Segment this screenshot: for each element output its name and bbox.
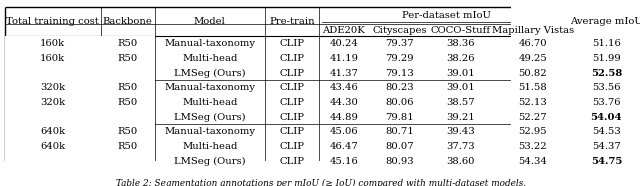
Text: R50: R50 (118, 54, 138, 63)
Text: 39.21: 39.21 (446, 113, 475, 122)
Text: Multi-head: Multi-head (182, 54, 237, 63)
Text: R50: R50 (118, 142, 138, 151)
Text: Mapillary Vistas: Mapillary Vistas (492, 26, 573, 35)
Text: Model: Model (194, 17, 226, 26)
Text: 44.89: 44.89 (330, 113, 358, 122)
Text: ADE20K: ADE20K (323, 26, 365, 35)
Text: Average mIoU: Average mIoU (570, 17, 640, 26)
Text: 39.01: 39.01 (446, 83, 475, 92)
Text: 40.24: 40.24 (330, 39, 358, 48)
Text: Table 2: Segmentation annotations per mIoU (≥ IoU) compared with multi-dataset m: Table 2: Segmentation annotations per mI… (116, 179, 527, 186)
Text: 54.53: 54.53 (592, 127, 621, 136)
Bar (4, 36, 100, 80)
Text: 49.25: 49.25 (518, 54, 547, 63)
Text: 38.60: 38.60 (447, 157, 475, 166)
Text: 39.43: 39.43 (446, 127, 475, 136)
Text: 80.07: 80.07 (385, 142, 414, 151)
Text: 54.34: 54.34 (518, 157, 547, 166)
Text: 38.57: 38.57 (447, 98, 475, 107)
Text: CLIP: CLIP (280, 54, 305, 63)
Text: 80.06: 80.06 (385, 98, 414, 107)
Text: 54.37: 54.37 (592, 142, 621, 151)
Text: 51.99: 51.99 (592, 54, 621, 63)
Text: Pre-train: Pre-train (269, 17, 315, 26)
Text: 37.73: 37.73 (447, 142, 475, 151)
Text: 80.71: 80.71 (385, 127, 414, 136)
Text: 320k: 320k (40, 83, 65, 92)
Text: 54.75: 54.75 (591, 157, 622, 166)
Text: 53.76: 53.76 (592, 98, 621, 107)
Text: 52.95: 52.95 (518, 127, 547, 136)
Text: R50: R50 (118, 98, 138, 107)
Text: 41.37: 41.37 (330, 68, 358, 78)
Bar (4, 80, 100, 124)
Text: 640k: 640k (40, 127, 65, 136)
Text: CLIP: CLIP (280, 142, 305, 151)
Text: 45.06: 45.06 (330, 127, 358, 136)
Text: 640k: 640k (40, 142, 65, 151)
Text: 80.93: 80.93 (385, 157, 414, 166)
Text: 79.81: 79.81 (385, 113, 414, 122)
Text: Backbone: Backbone (102, 17, 152, 26)
Text: 320k: 320k (40, 98, 65, 107)
Text: 50.82: 50.82 (518, 68, 547, 78)
Text: 39.01: 39.01 (446, 68, 475, 78)
Text: CLIP: CLIP (280, 113, 305, 122)
Text: Per-dataset mIoU: Per-dataset mIoU (403, 11, 492, 20)
Bar (100, 124, 155, 169)
Text: R50: R50 (118, 83, 138, 92)
Text: 41.19: 41.19 (330, 54, 358, 63)
Text: 79.29: 79.29 (385, 54, 414, 63)
Text: CLIP: CLIP (280, 83, 305, 92)
Text: 52.58: 52.58 (591, 68, 622, 78)
Text: COCO-Stuff: COCO-Stuff (431, 26, 491, 35)
Text: CLIP: CLIP (280, 68, 305, 78)
Text: Multi-head: Multi-head (182, 98, 237, 107)
Text: CLIP: CLIP (280, 98, 305, 107)
Text: Multi-head: Multi-head (182, 142, 237, 151)
Text: 160k: 160k (40, 39, 65, 48)
Text: Manual-taxonomy: Manual-taxonomy (164, 83, 255, 92)
Text: Cityscapes: Cityscapes (372, 26, 427, 35)
Bar (100, 36, 155, 80)
Text: R50: R50 (118, 39, 138, 48)
Text: 54.04: 54.04 (591, 113, 622, 122)
Text: R50: R50 (118, 127, 138, 136)
Bar (100, 80, 155, 124)
Text: 160k: 160k (40, 54, 65, 63)
Text: Manual-taxonomy: Manual-taxonomy (164, 127, 255, 136)
Text: 51.58: 51.58 (518, 83, 547, 92)
Text: Total training cost: Total training cost (6, 17, 99, 26)
Text: 38.26: 38.26 (447, 54, 475, 63)
Text: 80.23: 80.23 (385, 83, 414, 92)
Text: 46.47: 46.47 (330, 142, 358, 151)
Text: 38.36: 38.36 (447, 39, 475, 48)
Text: 43.46: 43.46 (330, 83, 358, 92)
Text: 45.16: 45.16 (330, 157, 358, 166)
Text: 44.30: 44.30 (330, 98, 358, 107)
Text: 79.13: 79.13 (385, 68, 414, 78)
Text: LMSeg (Ours): LMSeg (Ours) (174, 157, 246, 166)
Text: CLIP: CLIP (280, 127, 305, 136)
Text: CLIP: CLIP (280, 39, 305, 48)
Text: Manual-taxonomy: Manual-taxonomy (164, 39, 255, 48)
Text: 53.22: 53.22 (518, 142, 547, 151)
Text: 52.27: 52.27 (518, 113, 547, 122)
Text: 53.56: 53.56 (592, 83, 621, 92)
Text: LMSeg (Ours): LMSeg (Ours) (174, 113, 246, 122)
Text: 46.70: 46.70 (518, 39, 547, 48)
Text: CLIP: CLIP (280, 157, 305, 166)
Text: LMSeg (Ours): LMSeg (Ours) (174, 68, 246, 78)
Bar (4, 124, 100, 169)
Text: 51.16: 51.16 (592, 39, 621, 48)
Text: 52.13: 52.13 (518, 98, 547, 107)
Text: 79.37: 79.37 (385, 39, 414, 48)
